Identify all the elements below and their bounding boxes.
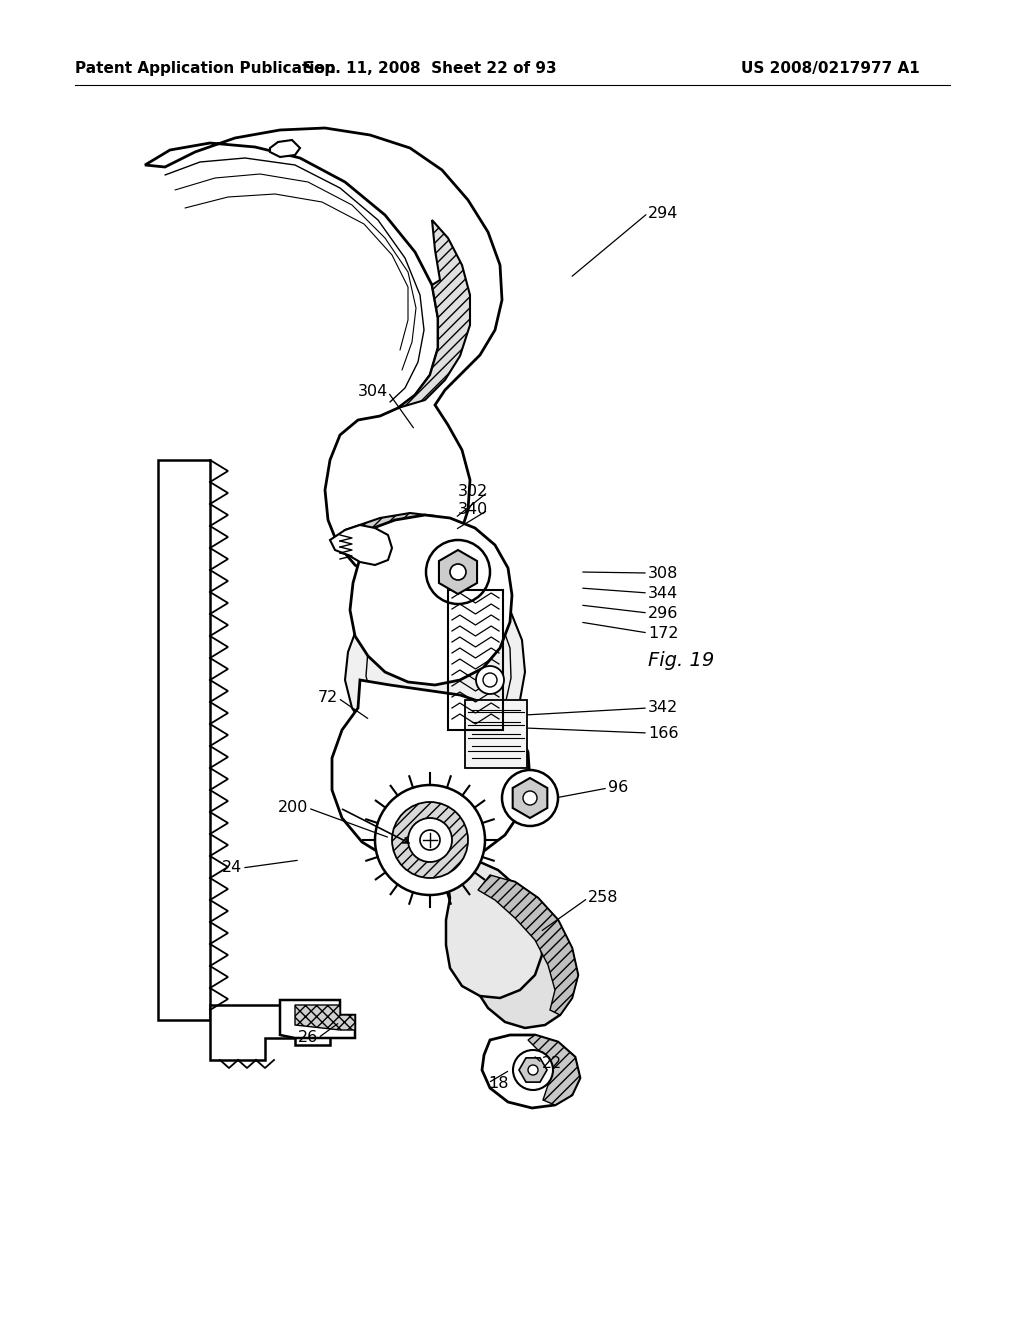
Polygon shape — [519, 1057, 547, 1082]
Circle shape — [450, 564, 466, 579]
Text: 294: 294 — [648, 206, 678, 220]
Bar — [465, 700, 527, 768]
Polygon shape — [513, 777, 547, 818]
Polygon shape — [345, 513, 450, 545]
Polygon shape — [398, 220, 470, 408]
Text: US 2008/0217977 A1: US 2008/0217977 A1 — [741, 61, 920, 75]
Text: 304: 304 — [357, 384, 388, 400]
Polygon shape — [210, 1005, 330, 1060]
Circle shape — [426, 540, 490, 605]
Circle shape — [513, 1049, 553, 1090]
Polygon shape — [528, 1035, 580, 1105]
Polygon shape — [345, 565, 525, 763]
Polygon shape — [270, 140, 300, 157]
Text: 302: 302 — [458, 484, 488, 499]
Text: 308: 308 — [648, 565, 678, 581]
Circle shape — [528, 1065, 538, 1074]
Polygon shape — [445, 862, 542, 998]
Text: 340: 340 — [458, 503, 488, 517]
Polygon shape — [449, 875, 578, 1028]
Circle shape — [408, 818, 452, 862]
Text: 200: 200 — [278, 800, 308, 816]
Polygon shape — [482, 1035, 580, 1107]
Text: 96: 96 — [608, 780, 629, 796]
Circle shape — [375, 785, 485, 895]
Circle shape — [476, 667, 504, 694]
Text: 26: 26 — [298, 1031, 318, 1045]
Polygon shape — [478, 875, 578, 1015]
Polygon shape — [350, 515, 512, 685]
Circle shape — [483, 673, 497, 686]
Polygon shape — [295, 1005, 355, 1030]
Text: 166: 166 — [648, 726, 679, 741]
Text: Fig. 19: Fig. 19 — [648, 651, 715, 669]
Polygon shape — [332, 680, 530, 866]
Text: Sep. 11, 2008  Sheet 22 of 93: Sep. 11, 2008 Sheet 22 of 93 — [303, 61, 557, 75]
Polygon shape — [145, 128, 502, 579]
Circle shape — [523, 791, 537, 805]
Polygon shape — [158, 459, 210, 1020]
Polygon shape — [330, 525, 392, 565]
Circle shape — [392, 803, 468, 878]
Circle shape — [420, 830, 440, 850]
Polygon shape — [280, 1001, 355, 1038]
Text: 72: 72 — [317, 690, 338, 705]
Circle shape — [502, 770, 558, 826]
Text: 172: 172 — [648, 626, 679, 640]
Text: Patent Application Publication: Patent Application Publication — [75, 61, 336, 75]
Polygon shape — [439, 550, 477, 594]
Text: 258: 258 — [588, 891, 618, 906]
Text: 22: 22 — [542, 1056, 562, 1071]
Text: 342: 342 — [648, 701, 678, 715]
Text: 18: 18 — [488, 1076, 509, 1090]
Text: 296: 296 — [648, 606, 678, 620]
Text: 24: 24 — [222, 861, 242, 875]
Text: 344: 344 — [648, 586, 678, 601]
Bar — [449, 590, 503, 730]
